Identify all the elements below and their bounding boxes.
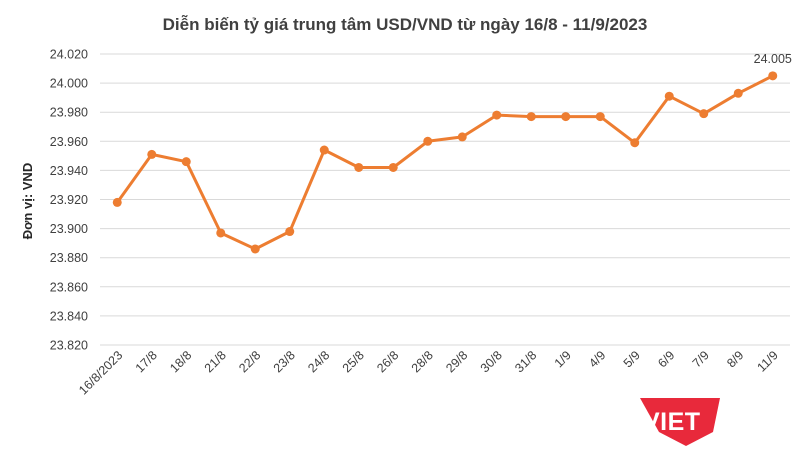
x-tick-label: 24/8 bbox=[305, 348, 332, 375]
x-tick-label: 7/9 bbox=[690, 348, 712, 370]
x-tick-labels: 16/8/2023 17/8 18/8 21/8 22/8 23/8 24/8 25/8 26/… bbox=[76, 348, 781, 397]
x-tick-label: 28/8 bbox=[409, 348, 436, 375]
y-tick-label: 23.820 bbox=[50, 339, 88, 353]
x-tick-label: 18/8 bbox=[167, 348, 194, 375]
gridlines bbox=[100, 53, 790, 346]
y-tick-label: 23.980 bbox=[50, 106, 88, 120]
y-tick-label: 23.860 bbox=[50, 280, 88, 294]
data-point bbox=[181, 157, 191, 167]
x-tick-label: 21/8 bbox=[202, 348, 229, 375]
data-point bbox=[664, 91, 674, 101]
x-tick-label: 30/8 bbox=[478, 348, 505, 375]
data-point bbox=[492, 110, 502, 120]
y-tick-label: 23.840 bbox=[50, 309, 88, 323]
data-point bbox=[561, 112, 571, 122]
y-tick-label: 23.880 bbox=[50, 251, 88, 265]
y-tick-label: 23.940 bbox=[50, 164, 88, 178]
data-point bbox=[285, 227, 295, 237]
logo-shape bbox=[640, 398, 720, 446]
y-axis-label: Đơn vị: VND bbox=[20, 163, 35, 239]
data-point bbox=[112, 197, 122, 207]
x-tick-label: 23/8 bbox=[271, 348, 298, 375]
data-point bbox=[699, 109, 709, 119]
y-tick-label: 24.020 bbox=[50, 48, 88, 62]
x-tick-label: 6/9 bbox=[655, 348, 677, 370]
data-label: 24.005 bbox=[754, 52, 792, 66]
y-tick-label: 23.920 bbox=[50, 193, 88, 207]
data-point bbox=[526, 112, 536, 122]
data-point bbox=[388, 162, 398, 172]
x-tick-label: 29/8 bbox=[443, 348, 470, 375]
data-point bbox=[630, 138, 640, 148]
series-line bbox=[115, 74, 775, 251]
x-tick-label: 25/8 bbox=[340, 348, 367, 375]
data-point bbox=[319, 145, 329, 155]
series-group bbox=[112, 71, 778, 254]
data-point bbox=[595, 112, 605, 122]
x-tick-label: 11/9 bbox=[754, 348, 780, 374]
viettimes-logo: VIET TIMES bbox=[640, 398, 801, 446]
data-point bbox=[733, 88, 743, 98]
x-tick-label: 26/8 bbox=[374, 348, 401, 375]
x-tick-label: 8/9 bbox=[724, 348, 746, 370]
data-point bbox=[250, 244, 260, 254]
x-tick-label: 31/8 bbox=[512, 348, 539, 375]
logo-text-times: TIMES bbox=[722, 408, 801, 436]
x-tick-label: 4/9 bbox=[586, 348, 608, 370]
x-tick-label: 22/8 bbox=[236, 348, 263, 375]
data-point bbox=[216, 228, 226, 238]
data-point bbox=[423, 136, 433, 146]
data-labels: 24.005 bbox=[754, 52, 792, 66]
y-tick-label: 24.000 bbox=[50, 77, 88, 91]
chart-title: Diễn biến tỷ giá trung tâm USD/VND từ ng… bbox=[163, 15, 648, 34]
x-tick-label: 17/8 bbox=[133, 348, 160, 375]
x-tick-label: 16/8/2023 bbox=[76, 348, 125, 397]
data-point bbox=[354, 162, 364, 172]
x-tick-label: 5/9 bbox=[621, 348, 643, 370]
y-tick-label: 23.960 bbox=[50, 135, 88, 149]
data-point bbox=[147, 149, 157, 159]
logo-text-viet: VIET bbox=[643, 408, 701, 436]
y-tick-label: 23.900 bbox=[50, 222, 88, 236]
x-tick-label: 1/9 bbox=[552, 348, 574, 370]
data-point bbox=[768, 71, 778, 81]
data-point bbox=[457, 132, 467, 142]
y-tick-labels: 23.820 23.840 23.860 23.880 23.900 23.920 23.9… bbox=[50, 48, 88, 353]
